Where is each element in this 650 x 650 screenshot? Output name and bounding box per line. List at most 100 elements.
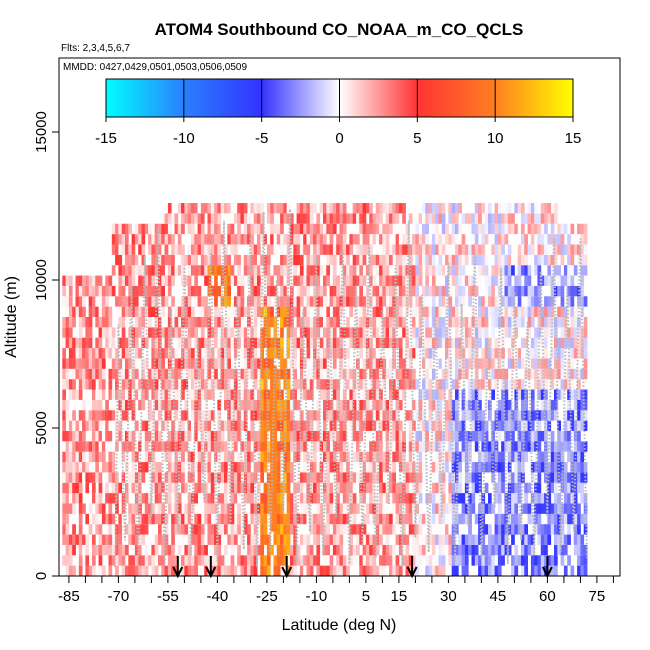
heatmap-cell — [438, 337, 443, 349]
heatmap-cell — [365, 337, 370, 349]
heatmap-cell — [563, 493, 568, 504]
heatmap-cell — [270, 469, 277, 480]
heatmap-cell — [306, 379, 311, 390]
heatmap-cell — [497, 451, 502, 463]
heatmap-cell — [134, 285, 139, 297]
heatmap-cell — [481, 555, 486, 566]
heatmap-cell — [141, 265, 146, 276]
heatmap-cell — [72, 348, 76, 359]
heatmap-cell — [207, 472, 212, 483]
heatmap-cell — [488, 441, 492, 452]
heatmap-cell — [570, 565, 575, 576]
heatmap-cell — [514, 462, 519, 473]
heatmap-cell — [128, 513, 132, 525]
heatmap-cell — [530, 565, 535, 576]
heatmap-cell — [527, 503, 532, 514]
heatmap-cell — [293, 358, 297, 369]
heatmap-cell — [497, 482, 502, 494]
heatmap-cell — [65, 296, 70, 307]
heatmap-cell — [491, 285, 495, 297]
heatmap-cell — [474, 462, 479, 473]
heatmap-cell — [451, 223, 456, 235]
heatmap-cell — [154, 482, 159, 494]
heatmap-cell — [544, 472, 548, 483]
heatmap-cell — [567, 337, 571, 349]
heatmap-cell — [68, 472, 73, 483]
heatmap-cell — [230, 317, 235, 328]
heatmap-cell — [431, 441, 436, 452]
heatmap-cell — [530, 358, 535, 369]
heatmap-cell — [191, 244, 195, 255]
heatmap-cell — [544, 223, 548, 235]
heatmap-cell — [151, 513, 156, 525]
heatmap-cell — [253, 451, 258, 463]
heatmap-cell — [458, 544, 462, 556]
heatmap-cell — [415, 254, 420, 266]
heatmap-cell — [319, 368, 324, 380]
heatmap-cell — [253, 555, 258, 566]
heatmap-cell — [108, 472, 113, 483]
heatmap-cell — [497, 399, 502, 411]
heatmap-cell — [151, 555, 156, 566]
heatmap-cell — [336, 482, 340, 494]
heatmap-cell — [82, 285, 86, 297]
heatmap-cell — [191, 534, 195, 545]
heatmap-cell — [75, 296, 80, 307]
heatmap-cell — [422, 296, 426, 307]
heatmap-cell — [375, 296, 380, 307]
heatmap-cell — [408, 358, 413, 369]
heatmap-cell — [151, 368, 156, 380]
heatmap-cell — [570, 306, 575, 317]
heatmap-cell — [402, 296, 406, 307]
heatmap-cell — [365, 482, 370, 494]
heatmap-cell — [253, 254, 258, 266]
heatmap-cell — [511, 234, 515, 245]
heatmap-cell — [240, 348, 245, 359]
heatmap-cell — [290, 493, 294, 504]
heatmap-cell — [280, 317, 284, 328]
heatmap-cell — [121, 389, 126, 400]
heatmap-cell — [537, 296, 542, 307]
heatmap-cell — [224, 524, 228, 535]
y-axis-label: Altitude (m) — [3, 276, 20, 358]
heatmap-cell — [554, 524, 558, 535]
heatmap-cell — [524, 430, 528, 442]
heatmap-cell — [563, 503, 568, 514]
heatmap-cell — [435, 451, 439, 463]
heatmap-cell — [299, 441, 304, 452]
heatmap-cell — [68, 482, 73, 494]
heatmap-cell — [461, 555, 466, 566]
heatmap-cell — [286, 534, 291, 545]
heatmap-cell — [78, 368, 83, 380]
heatmap-cell — [72, 430, 76, 442]
heatmap-cell — [488, 565, 492, 576]
heatmap-cell — [455, 306, 459, 317]
heatmap-cell — [253, 327, 258, 338]
heatmap-cell — [372, 493, 377, 504]
heatmap-cell — [474, 430, 479, 442]
heatmap-cell — [233, 254, 238, 266]
heatmap-cell — [108, 348, 113, 359]
heatmap-cell — [527, 544, 532, 556]
heatmap-cell — [534, 327, 538, 338]
heatmap-cell — [342, 441, 347, 452]
heatmap-cell — [527, 358, 532, 369]
heatmap-cell — [362, 565, 367, 576]
heatmap-cell — [293, 296, 297, 307]
heatmap-cell — [194, 462, 198, 473]
heatmap-cell — [243, 244, 248, 255]
heatmap-cell — [537, 462, 542, 473]
heatmap-cell — [392, 244, 396, 255]
heatmap-cell — [105, 399, 109, 411]
heatmap-cell — [174, 244, 179, 255]
heatmap-cell — [174, 306, 179, 317]
heatmap-cell — [263, 462, 268, 473]
heatmap-cell — [118, 482, 123, 494]
heatmap-cell — [92, 379, 96, 390]
heatmap-cell — [68, 379, 73, 390]
heatmap-cell — [128, 379, 132, 390]
heatmap-cell — [303, 358, 307, 369]
heatmap-cell — [356, 337, 360, 349]
heatmap-cell — [458, 451, 462, 463]
heatmap-cell — [167, 306, 172, 317]
